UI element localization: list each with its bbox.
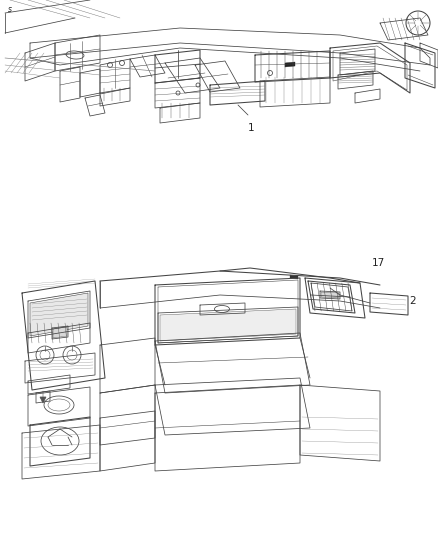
Text: 17: 17 bbox=[372, 258, 385, 268]
Polygon shape bbox=[290, 275, 298, 279]
Text: 2: 2 bbox=[409, 296, 416, 306]
Polygon shape bbox=[285, 62, 295, 67]
Polygon shape bbox=[53, 327, 67, 338]
Polygon shape bbox=[321, 292, 339, 298]
Polygon shape bbox=[160, 309, 296, 341]
Polygon shape bbox=[40, 397, 46, 403]
Text: s: s bbox=[8, 5, 12, 14]
Text: 1: 1 bbox=[247, 123, 254, 133]
Polygon shape bbox=[30, 293, 88, 336]
